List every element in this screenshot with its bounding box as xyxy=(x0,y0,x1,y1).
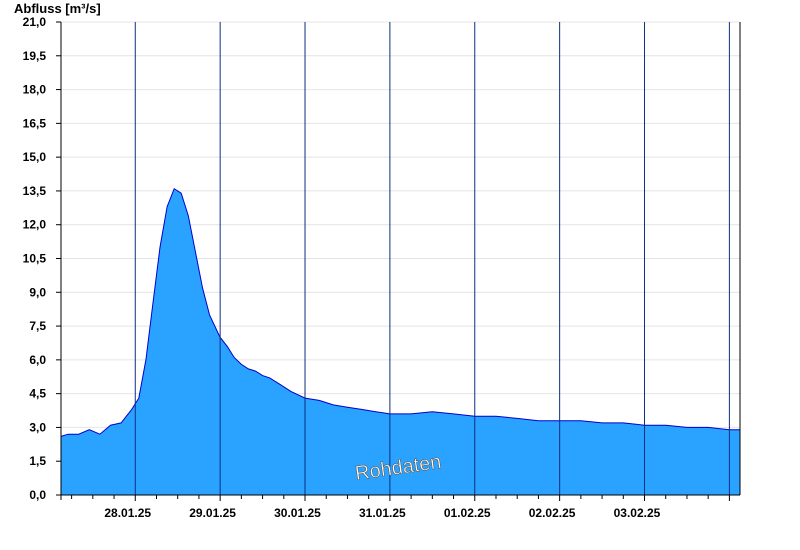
x-tick-label: 28.01.25 xyxy=(104,506,151,520)
y-tick-label: 19,5 xyxy=(23,49,47,63)
y-tick-label: 13,5 xyxy=(23,184,47,198)
y-tick-label: 15,0 xyxy=(23,150,47,164)
y-tick-label: 10,5 xyxy=(23,252,47,266)
x-tick-label: 29.01.25 xyxy=(189,506,236,520)
y-tick-label: 16,5 xyxy=(23,116,47,130)
y-tick-label: 0,0 xyxy=(29,488,46,502)
x-ticks: 28.01.25 29.01.25 30.01.25 31.01.25 01.02.25… xyxy=(71,495,730,520)
y-axis-title: Abfluss [m³/s] xyxy=(14,1,101,16)
y-tick-label: 12,0 xyxy=(23,218,47,232)
y-ticks: 0,0 1,5 3,0 4,5 6,0 7,5 9,0 10,5 12,0 13,5 15,0 16,… xyxy=(23,15,61,502)
y-tick-label: 3,0 xyxy=(29,420,46,434)
x-tick-label: 01.02.25 xyxy=(444,506,491,520)
discharge-line xyxy=(60,187,740,437)
x-tick-label: 02.02.25 xyxy=(529,506,576,520)
y-tick-label: 18,0 xyxy=(23,83,47,97)
y-tick-label: 7,5 xyxy=(29,319,46,333)
grid-layer xyxy=(61,21,740,462)
x-tick-label: 30.01.25 xyxy=(274,506,321,520)
x-tick-label: 03.02.25 xyxy=(614,506,661,520)
x-tick-label: 31.01.25 xyxy=(359,506,406,520)
y-tick-label: 1,5 xyxy=(29,454,46,468)
day-boundary-lines xyxy=(134,22,730,495)
y-tick-label: 6,0 xyxy=(29,353,46,367)
discharge-area xyxy=(61,188,740,495)
axes xyxy=(56,22,741,500)
y-tick-label: 4,5 xyxy=(29,387,46,401)
y-tick-label: 21,0 xyxy=(23,15,47,29)
y-tick-label: 9,0 xyxy=(29,285,46,299)
